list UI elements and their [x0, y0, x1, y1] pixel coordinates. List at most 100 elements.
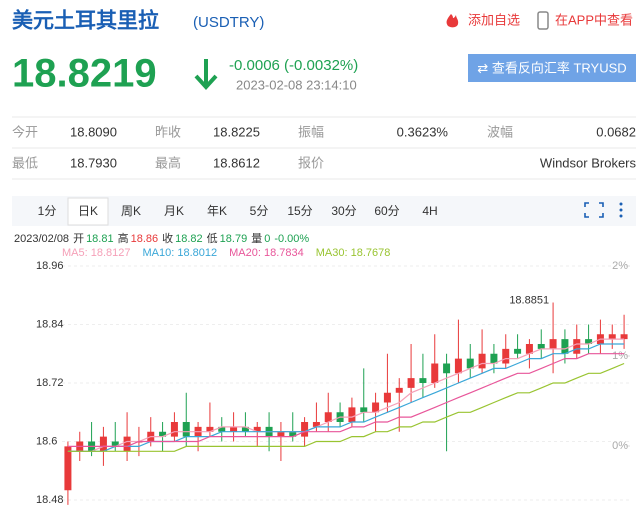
candle-body	[230, 426, 238, 432]
tab[interactable]: 月K	[164, 204, 184, 218]
change: -0.0006 (-0.0032%)	[229, 57, 358, 74]
y2-tick-label: 2%	[612, 260, 628, 272]
candle-body	[170, 422, 178, 437]
info-date: 2023/02/08	[14, 233, 69, 245]
info-value: 18.79	[220, 233, 248, 245]
y-tick-label: 18.48	[36, 494, 64, 506]
candle-body	[585, 339, 593, 344]
tab[interactable]: 5分	[250, 204, 269, 218]
tab[interactable]: 15分	[287, 204, 312, 218]
stat-label: 报价	[298, 155, 324, 170]
candle-body	[383, 392, 391, 403]
candle-body	[395, 387, 403, 393]
candle-body	[514, 348, 522, 354]
phone-icon[interactable]	[537, 11, 549, 30]
candle-body	[466, 358, 474, 369]
candle-body	[372, 402, 380, 413]
timestamp: 2023-02-08 23:14:10	[236, 77, 357, 92]
tabs: 1分 日K 周K 月K 年K 5分 15分 30分 60分 4H	[38, 197, 438, 226]
tab[interactable]: 周K	[121, 204, 141, 218]
candlestick-chart: 2023/02/08 开 18.81 高 18.86 收 18.82 低 18.79 量 0 -0.0…	[14, 231, 630, 506]
ma-line	[67, 362, 625, 452]
stat-label: 最高	[155, 155, 181, 170]
candle-body	[123, 436, 131, 452]
candle-body	[561, 339, 569, 354]
stat-value: Windsor Brokers	[540, 155, 637, 170]
stat-value: 18.8612	[213, 155, 260, 170]
menu-dot[interactable]	[619, 202, 623, 206]
stat-label: 最低	[12, 155, 38, 170]
candle-body	[454, 358, 462, 374]
fullscreen-icon[interactable]	[584, 202, 604, 218]
candle-body	[573, 339, 581, 354]
candle-body	[490, 353, 498, 364]
candle-body	[478, 353, 486, 369]
active-tab	[67, 197, 109, 226]
y-tick-label: 18.96	[36, 260, 64, 272]
menu-dot[interactable]	[619, 214, 623, 218]
price: 18.8219	[12, 52, 157, 96]
stat-value: 0.0682	[596, 124, 636, 139]
reverse-button-label[interactable]: ⇄ 查看反向汇率 TRYUSD	[477, 60, 626, 75]
candle-body	[253, 426, 261, 432]
legend-entry: MA30: 18.7678	[316, 247, 391, 259]
candle-body	[241, 426, 249, 432]
candle-body	[407, 378, 415, 388]
title: 美元土耳其里拉	[12, 9, 159, 33]
candle-body	[277, 431, 285, 437]
reverse-button[interactable]	[468, 54, 636, 82]
tab-bar	[12, 196, 636, 226]
legend-entry: MA10: 18.8012	[143, 247, 218, 259]
candle-body	[431, 363, 439, 383]
candle-body	[620, 334, 628, 340]
candle-body	[182, 422, 190, 437]
y2-tick-label: 1%	[612, 350, 628, 362]
stat-value: 18.8225	[213, 124, 260, 139]
candle-body	[324, 412, 332, 422]
menu-dot[interactable]	[619, 208, 623, 212]
candle-body	[301, 422, 309, 437]
tab[interactable]: 60分	[374, 204, 399, 218]
tab[interactable]: 年K	[207, 204, 227, 218]
y2-tick-label: 0%	[612, 440, 628, 452]
candle-body	[99, 436, 107, 452]
tab[interactable]: 日K	[78, 204, 98, 218]
info-label: 收	[162, 231, 173, 245]
stat-label: 昨收	[155, 124, 181, 139]
stat-label: 波幅	[487, 124, 513, 139]
info-value: 18.86	[131, 233, 159, 245]
tab[interactable]: 30分	[331, 204, 356, 218]
stat-value: 18.8090	[70, 124, 117, 139]
tab[interactable]: 4H	[422, 204, 437, 218]
candle-body	[348, 407, 356, 422]
candle-body	[549, 339, 557, 349]
legend-entry: MA20: 18.7834	[229, 247, 304, 259]
stat-value: 18.7930	[70, 155, 117, 170]
candle-body	[537, 344, 545, 349]
stat-value: 0.3623%	[397, 124, 449, 139]
info-value: 0	[264, 233, 270, 245]
fire-icon[interactable]	[446, 14, 459, 28]
annotation: 18.8851	[509, 294, 549, 306]
info-value: 18.81	[86, 233, 114, 245]
y-tick-label: 18.6	[36, 435, 57, 447]
candle-body	[206, 426, 214, 432]
candle-body	[312, 422, 320, 427]
info-value: -0.00%	[274, 233, 309, 245]
candle-body	[443, 363, 451, 374]
legend-entry: MA5: 18.8127	[62, 247, 131, 259]
view-in-app[interactable]: 在APP中查看	[555, 12, 633, 27]
info-label: 量	[251, 232, 262, 245]
stat-label: 振幅	[298, 124, 324, 139]
add-watch[interactable]: 添加自选	[468, 12, 520, 27]
info-value: 18.82	[175, 233, 203, 245]
ma-line	[67, 353, 625, 447]
candle-body	[218, 426, 226, 432]
candle-body	[419, 378, 427, 383]
y-tick-label: 18.72	[36, 377, 64, 389]
candle-body	[525, 344, 533, 354]
ma-line	[67, 338, 625, 452]
tab[interactable]: 1分	[38, 204, 57, 218]
